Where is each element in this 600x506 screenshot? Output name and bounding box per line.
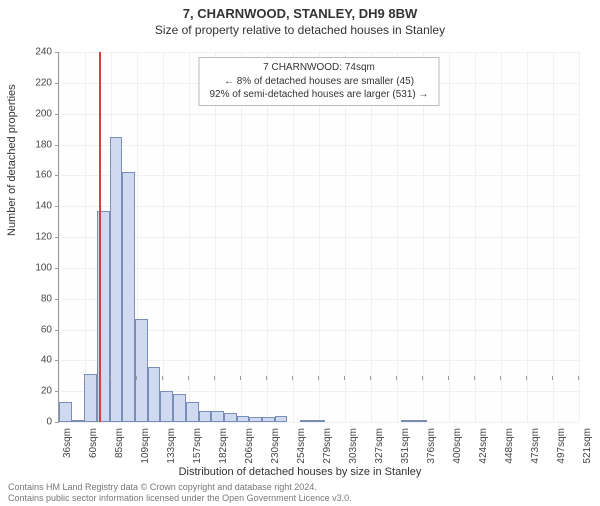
histogram-bar <box>199 411 212 422</box>
y-tick-label: 180 <box>22 139 52 150</box>
x-tick-label: 497sqm <box>556 428 567 464</box>
histogram-bar <box>237 416 250 422</box>
x-tick-label: 182sqm <box>218 428 229 464</box>
plot-area: 7 CHARNWOOD: 74sqm← 8% of detached house… <box>58 52 579 423</box>
y-tick-label: 200 <box>22 108 52 119</box>
info-box: 7 CHARNWOOD: 74sqm← 8% of detached house… <box>198 57 439 106</box>
histogram-bar <box>160 391 173 422</box>
x-axis-label: Distribution of detached houses by size … <box>0 466 600 478</box>
histogram-bar <box>72 420 85 422</box>
footer-line-1: Contains HM Land Registry data © Crown c… <box>8 482 352 493</box>
y-tick-label: 60 <box>22 324 52 335</box>
y-tick-label: 140 <box>22 201 52 212</box>
x-tick-label: 60sqm <box>88 428 99 458</box>
y-tick-label: 240 <box>22 47 52 58</box>
info-line-3: 92% of semi-detached houses are larger (… <box>209 88 428 102</box>
x-tick-label: 85sqm <box>114 428 125 458</box>
histogram-bar <box>275 416 288 422</box>
x-tick-label: 206sqm <box>244 428 255 464</box>
x-tick-label: 230sqm <box>270 428 281 464</box>
y-tick-label: 80 <box>22 293 52 304</box>
x-tick-label: 133sqm <box>166 428 177 464</box>
y-tick-label: 120 <box>22 232 52 243</box>
histogram-bar <box>211 411 224 422</box>
histogram-bar <box>148 367 161 423</box>
x-tick-label: 521sqm <box>582 428 593 464</box>
histogram-bar <box>249 417 262 422</box>
y-tick-label: 0 <box>22 417 52 428</box>
x-tick-label: 36sqm <box>62 428 73 458</box>
histogram-bar <box>224 413 237 422</box>
chart-title: 7, CHARNWOOD, STANLEY, DH9 8BW <box>0 6 600 21</box>
info-line-1: 7 CHARNWOOD: 74sqm <box>209 61 428 75</box>
histogram-bar <box>135 319 148 422</box>
chart-subtitle: Size of property relative to detached ho… <box>0 23 600 37</box>
y-axis-label: Number of detached properties <box>6 84 18 236</box>
x-tick-label: 303sqm <box>348 428 359 464</box>
y-tick-label: 100 <box>22 262 52 273</box>
histogram-bar <box>313 420 326 422</box>
x-tick-label: 351sqm <box>400 428 411 464</box>
x-tick-label: 157sqm <box>192 428 203 464</box>
histogram-bar <box>173 394 186 422</box>
histogram-bar <box>262 417 275 422</box>
reference-line <box>99 52 101 422</box>
histogram-bar <box>186 402 199 422</box>
x-tick-label: 473sqm <box>530 428 541 464</box>
histogram-bar <box>84 374 97 422</box>
footer-line-2: Contains public sector information licen… <box>8 493 352 504</box>
footer-attribution: Contains HM Land Registry data © Crown c… <box>8 482 352 504</box>
x-tick-label: 424sqm <box>478 428 489 464</box>
y-tick-label: 220 <box>22 77 52 88</box>
histogram-bar <box>122 172 135 422</box>
x-tick-label: 448sqm <box>504 428 515 464</box>
y-tick-label: 40 <box>22 355 52 366</box>
x-tick-label: 327sqm <box>374 428 385 464</box>
x-tick-label: 400sqm <box>452 428 463 464</box>
x-tick-label: 109sqm <box>140 428 151 464</box>
x-tick-label: 254sqm <box>296 428 307 464</box>
histogram-bar <box>401 420 414 422</box>
histogram-bar <box>59 402 72 422</box>
histogram-bar <box>300 420 313 422</box>
histogram-bar <box>414 420 427 422</box>
histogram-bar <box>110 137 123 422</box>
y-tick-label: 160 <box>22 170 52 181</box>
info-line-2: ← 8% of detached houses are smaller (45) <box>209 75 428 89</box>
chart-container: 7 CHARNWOOD: 74sqm← 8% of detached house… <box>58 52 578 422</box>
y-tick-label: 20 <box>22 386 52 397</box>
x-tick-label: 279sqm <box>322 428 333 464</box>
x-tick-label: 376sqm <box>426 428 437 464</box>
